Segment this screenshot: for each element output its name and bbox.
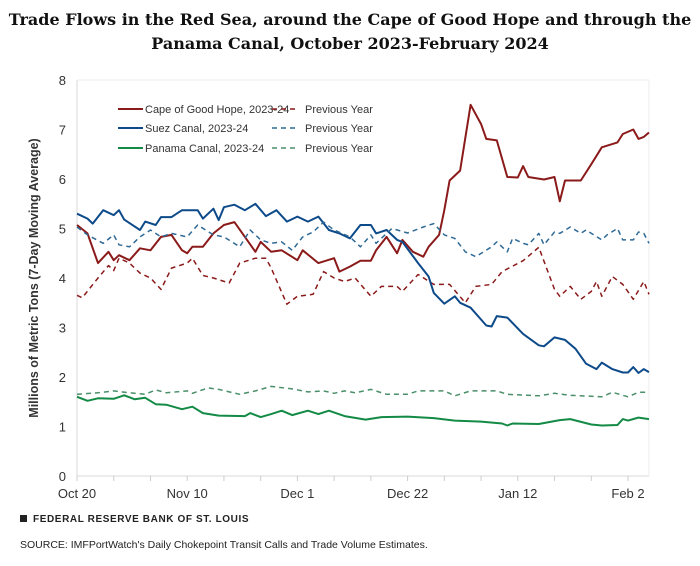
y-tick-label: 5	[59, 222, 66, 237]
footer-organization: FEDERAL RESERVE BANK OF ST. LOUIS	[20, 514, 249, 525]
series-group	[76, 103, 650, 427]
y-tick-label: 7	[59, 123, 66, 138]
y-axis-label: Millions of Metric Tons (7-Day Moving Av…	[27, 138, 41, 417]
legend-label-3: Previous Year	[305, 123, 373, 135]
legend-label-1: Previous Year	[305, 104, 373, 116]
legend-label-5: Previous Year	[305, 143, 373, 155]
y-tick-label: 6	[59, 172, 66, 187]
legend-label-0: Cape of Good Hope, 2023-24	[145, 104, 289, 116]
axes: 0 1 2 3 4 5 6 7 8 Oct 20 Nov 10 Dec 1 Dec 22 Jan 12 Fe…	[58, 73, 650, 501]
series-line-4	[76, 394, 650, 427]
chart-title: Trade Flows in the Red Sea, around the C…	[8, 10, 692, 53]
x-tick-label: Oct 20	[58, 486, 96, 501]
series-line-5	[76, 385, 649, 398]
series-line-1	[76, 246, 650, 305]
y-tick-label: 2	[59, 370, 66, 385]
legend: Cape of Good Hope, 2023-24 Previous Year S…	[118, 104, 373, 155]
x-tick-label: Dec 22	[387, 486, 428, 501]
x-tick-label: Feb 2	[611, 486, 644, 501]
y-tick-label: 3	[59, 321, 66, 336]
y-tick-label: 1	[59, 420, 66, 435]
series-line-3	[76, 221, 650, 258]
legend-label-2: Suez Canal, 2023-24	[145, 123, 248, 135]
fed-logo-square-icon	[20, 515, 27, 522]
series-line-2	[76, 202, 650, 374]
x-tick-label: Jan 12	[498, 486, 537, 501]
source-note: SOURCE: IMFPortWatch's Daily Chokepoint …	[20, 539, 428, 551]
x-tick-label: Dec 1	[280, 486, 314, 501]
y-tick-label: 8	[59, 73, 66, 88]
x-tick-label: Nov 10	[167, 486, 208, 501]
series-line-0	[76, 103, 650, 273]
organization-name: FEDERAL RESERVE BANK OF ST. LOUIS	[33, 514, 250, 525]
y-tick-label: 4	[59, 271, 66, 286]
legend-label-4: Panama Canal, 2023-24	[145, 143, 264, 155]
y-tick-label: 0	[59, 469, 66, 484]
